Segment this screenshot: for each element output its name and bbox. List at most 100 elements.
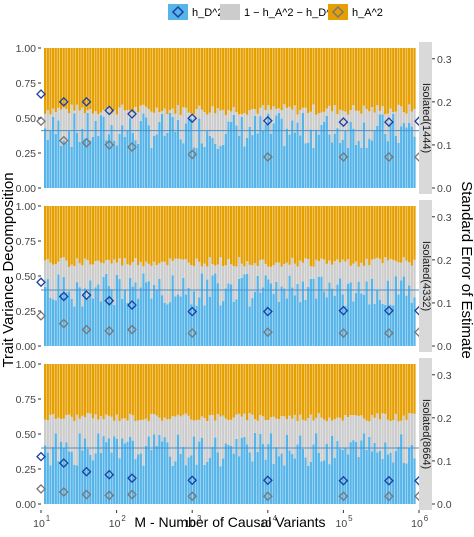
bar-ha	[312, 364, 315, 421]
x-tick-label: 10	[260, 518, 272, 530]
bar-other	[134, 421, 137, 460]
bar-hd	[73, 464, 76, 504]
bar-other	[203, 417, 206, 465]
bar-other	[99, 262, 103, 302]
bar-ha	[352, 48, 355, 106]
bar-other	[123, 257, 126, 290]
bar-hd	[328, 464, 331, 504]
bar-hd	[245, 273, 249, 346]
bar-other	[309, 414, 312, 462]
bar-other	[261, 105, 265, 131]
bar-hd	[288, 450, 291, 504]
bar-other	[346, 417, 350, 455]
bar-hd	[171, 117, 174, 188]
bar-ha	[176, 206, 180, 259]
bar-other	[89, 413, 92, 455]
bar-ha	[291, 364, 294, 419]
se-marker-ha	[338, 152, 349, 162]
right-tick-label: 0.2	[437, 255, 452, 267]
bar-hd	[280, 286, 283, 346]
left-tick-label: 0.25	[16, 464, 37, 476]
bar-other	[222, 265, 225, 302]
bar-ha	[309, 206, 312, 267]
se-marker-hd	[104, 105, 115, 116]
bar-other	[147, 263, 150, 282]
left-tick-label: 1.00	[16, 201, 37, 213]
bar-other	[410, 413, 413, 445]
bar-ha	[227, 48, 230, 111]
bar-hd	[312, 148, 315, 188]
bar-other	[344, 261, 347, 306]
bar-hd	[89, 454, 92, 504]
bar-hd	[325, 297, 328, 346]
bar-other	[283, 104, 286, 147]
bar-other	[400, 420, 403, 435]
bar-other	[235, 266, 238, 300]
bar-ha	[192, 206, 196, 266]
bar-hd	[338, 448, 342, 504]
bar-other	[70, 104, 73, 147]
bar-hd	[386, 454, 390, 504]
bar-hd	[123, 289, 126, 346]
bar-other	[184, 259, 188, 295]
bar-hd	[144, 282, 148, 346]
bar-hd	[275, 281, 278, 346]
bar-hd	[354, 441, 358, 504]
bar-hd	[206, 461, 209, 504]
bar-ha	[198, 48, 201, 106]
legend-label: h_D^2	[192, 7, 223, 19]
bar-ha	[139, 48, 142, 106]
bar-other	[333, 261, 336, 296]
bar-other	[211, 414, 214, 447]
bar-other	[352, 105, 355, 129]
bar-hd	[200, 273, 204, 346]
bar-ha	[107, 206, 111, 260]
bar-hd	[320, 276, 323, 346]
bar-ha	[123, 206, 126, 258]
bar-ha	[113, 206, 116, 260]
bar-hd	[267, 444, 270, 504]
bar-hd	[184, 294, 188, 346]
se-marker-hd	[127, 108, 137, 119]
bar-hd	[293, 458, 297, 504]
bar-hd	[65, 292, 68, 346]
bar-ha	[277, 206, 281, 263]
bar-ha	[283, 206, 286, 264]
bar-hd	[115, 438, 119, 504]
bar-ha	[397, 48, 400, 105]
se-marker-ha	[262, 327, 273, 338]
bar-other	[91, 264, 95, 299]
bar-ha	[174, 206, 177, 259]
bar-hd	[163, 135, 166, 188]
bar-other	[168, 110, 172, 113]
bar-ha	[187, 48, 190, 113]
se-marker-hd	[383, 305, 394, 316]
bar-hd	[62, 140, 65, 188]
bar-hd	[187, 117, 190, 188]
bar-other	[405, 113, 408, 128]
bar-other	[158, 417, 161, 435]
bar-other	[78, 418, 81, 434]
bar-ha	[81, 206, 84, 266]
bar-other	[131, 112, 134, 133]
bar-ha	[57, 48, 60, 108]
bar-other	[312, 420, 315, 445]
bar-hd	[400, 280, 403, 346]
bar-ha	[232, 206, 235, 267]
bar-ha	[346, 48, 350, 115]
bar-hd	[57, 120, 60, 188]
bar-ha	[81, 364, 84, 416]
bar-hd	[333, 457, 336, 504]
bar-ha	[94, 364, 97, 415]
bar-ha	[227, 364, 230, 421]
bar-ha	[293, 364, 297, 415]
bar-other	[402, 415, 405, 463]
bar-ha	[203, 206, 206, 264]
x-axis-label: M - Number of Causal Variants	[134, 514, 325, 530]
bar-hd	[129, 278, 132, 346]
bar-hd	[277, 456, 281, 504]
bar-ha	[203, 48, 206, 113]
left-tick-label: 0.75	[16, 236, 37, 248]
bar-other	[354, 261, 358, 293]
bar-ha	[115, 48, 119, 115]
